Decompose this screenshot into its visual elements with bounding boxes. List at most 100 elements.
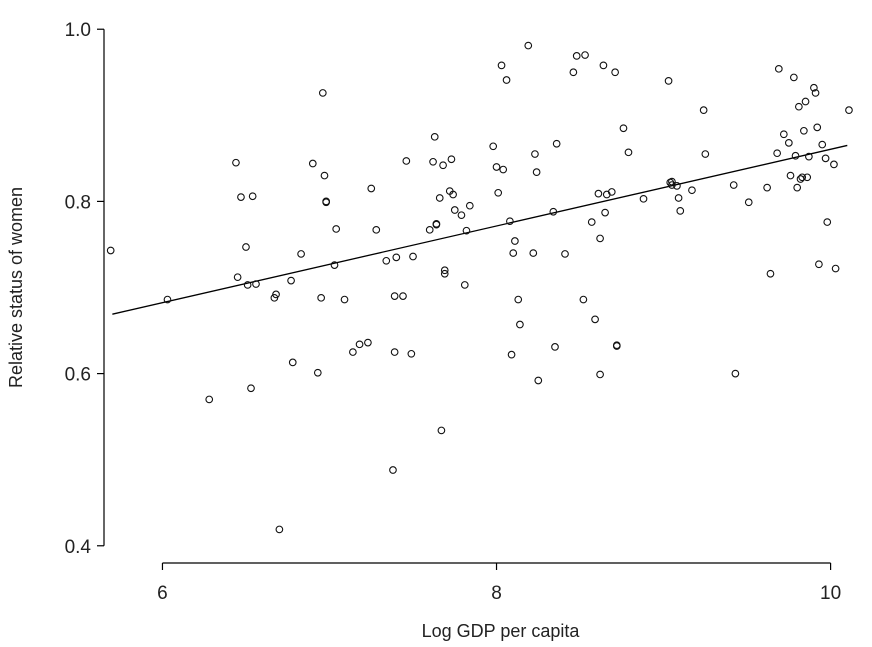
data-point: [789, 73, 798, 82]
data-point: [497, 61, 506, 70]
data-point: [800, 126, 808, 135]
data-point: [457, 211, 466, 220]
data-point: [766, 269, 775, 278]
data-point: [390, 348, 399, 356]
data-point: [805, 152, 813, 161]
data-point: [596, 370, 604, 379]
data-point: [106, 246, 115, 255]
data-point: [516, 320, 524, 329]
data-point: [531, 150, 539, 158]
data-point: [252, 280, 260, 288]
data-point: [318, 89, 327, 97]
data-point: [489, 142, 498, 151]
data-point: [744, 198, 753, 207]
data-point: [607, 188, 616, 196]
data-point: [581, 51, 589, 59]
data-point: [821, 154, 830, 163]
data-point: [308, 159, 317, 168]
data-point: [591, 315, 599, 324]
data-point: [815, 260, 823, 269]
data-point: [668, 177, 676, 186]
data-point: [803, 173, 812, 182]
data-point: [796, 175, 805, 183]
data-point: [233, 273, 242, 282]
data-point: [287, 276, 295, 285]
data-point: [529, 249, 538, 257]
data-point: [561, 250, 569, 258]
data-point: [313, 368, 322, 377]
data-point: [810, 83, 818, 92]
data-point: [355, 340, 364, 349]
data-point: [247, 384, 255, 393]
data-point: [701, 150, 710, 158]
regression-line: [112, 144, 848, 315]
data-point: [514, 295, 523, 304]
data-point: [676, 207, 685, 215]
data-point: [320, 171, 329, 180]
data-point: [332, 225, 341, 233]
data-point: [612, 341, 621, 350]
data-point: [599, 61, 608, 70]
data-point: [248, 192, 257, 201]
data-point: [773, 149, 781, 158]
data-point: [429, 157, 437, 166]
x-tick-label: 6: [157, 583, 168, 604]
data-point: [793, 183, 802, 192]
data-point: [435, 194, 444, 202]
data-point: [779, 130, 788, 139]
data-point: [791, 151, 800, 160]
data-point: [440, 269, 449, 278]
data-point: [572, 52, 581, 60]
data-point: [601, 208, 609, 217]
ticks: 0.4 0.6 0.8 1.0 6 8 10: [65, 20, 842, 604]
data-point: [673, 182, 681, 190]
data-point: [845, 106, 853, 114]
data-point: [364, 338, 372, 347]
data-point: [440, 266, 449, 275]
fit-line-group: [112, 144, 848, 315]
data-point: [619, 124, 628, 133]
x-axis-title: Log GDP per capita: [422, 621, 581, 641]
data-point: [511, 237, 519, 245]
data-point: [552, 139, 561, 148]
data-point: [322, 198, 331, 207]
data-point: [432, 220, 441, 229]
data-point: [831, 264, 840, 273]
y-axis-title: Relative status of women: [6, 187, 26, 388]
data-point: [813, 123, 822, 132]
data-point: [237, 193, 245, 201]
data-point: [731, 369, 740, 378]
data-point: [784, 139, 793, 147]
y-tick-label: 0.6: [65, 365, 91, 386]
data-point: [798, 173, 807, 182]
data-point: [430, 132, 439, 141]
data-point: [340, 295, 349, 304]
data-point: [830, 160, 838, 169]
data-point: [492, 163, 501, 171]
data-point: [409, 252, 417, 261]
data-point: [275, 525, 284, 534]
y-tick-label: 0.8: [65, 192, 91, 213]
data-point: [688, 186, 696, 195]
data-point: [390, 292, 399, 300]
data-point: [818, 140, 827, 149]
data-point: [763, 183, 771, 192]
data-point: [699, 106, 708, 114]
data-point: [502, 76, 511, 84]
data-point: [288, 358, 297, 367]
data-point: [774, 64, 783, 73]
data-point: [674, 194, 683, 202]
data-point: [795, 102, 803, 111]
data-point: [569, 68, 578, 77]
data-point: [205, 395, 214, 404]
y-tick-label: 0.4: [65, 537, 92, 558]
x-tick-label: 10: [820, 583, 841, 604]
data-point: [367, 184, 376, 193]
data-point: [407, 349, 416, 358]
data-point: [532, 168, 541, 176]
data-point: [507, 350, 516, 359]
data-point: [494, 188, 503, 197]
data-point: [392, 253, 401, 262]
data-point: [450, 206, 459, 214]
